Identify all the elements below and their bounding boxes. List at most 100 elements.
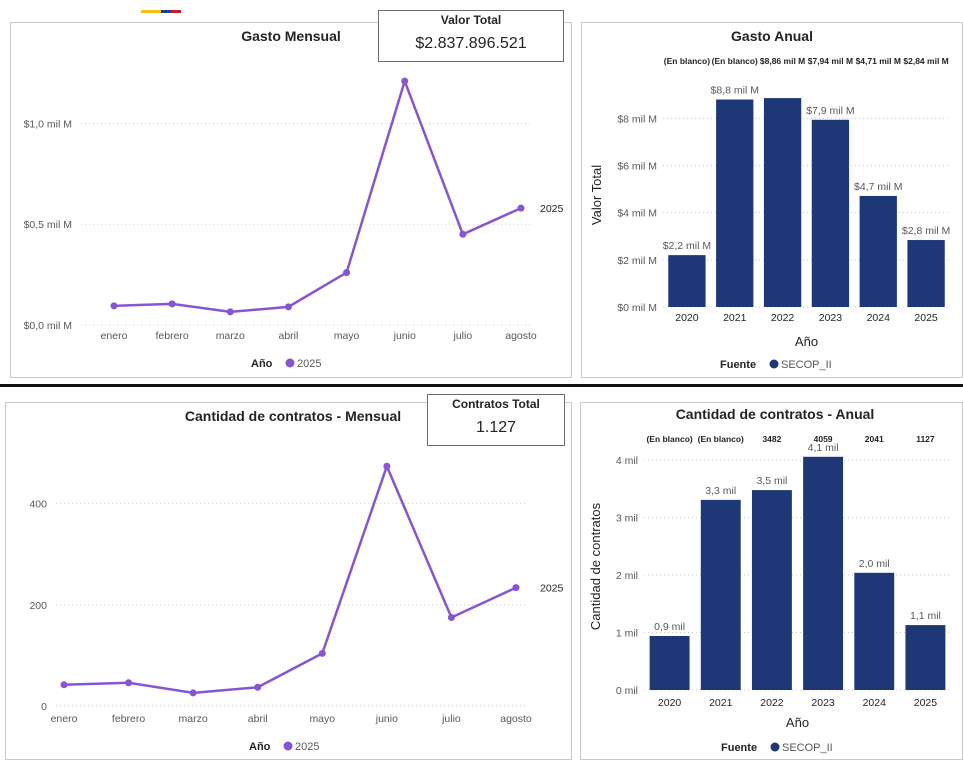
x-tick-label: 2022	[760, 697, 784, 709]
y-tick-label: $0,5 mil M	[24, 219, 72, 231]
top-label: $2,84 mil M	[903, 56, 948, 66]
x-tick-label: 2021	[709, 697, 733, 709]
x-tick-label: 2020	[658, 697, 682, 709]
bar	[649, 636, 690, 690]
data-point	[110, 302, 118, 310]
data-label: $2,8 mil M	[902, 225, 950, 237]
x-tick-label: julio	[453, 330, 473, 342]
bar	[854, 572, 895, 690]
chart-title: Cantidad de contratos - Anual	[676, 406, 875, 422]
data-point	[60, 681, 68, 689]
chart-title: Gasto Anual	[731, 28, 813, 44]
contratos-total-title: Contratos Total	[452, 397, 540, 411]
bar	[751, 490, 792, 690]
series-end-label: 2025	[540, 203, 564, 215]
y-tick-label: 200	[29, 600, 47, 612]
data-label: $7,9 mil M	[806, 105, 854, 117]
valor-total-value: $2.837.896.521	[415, 35, 527, 52]
x-tick-label: 2025	[914, 312, 938, 324]
top-label: 2041	[865, 434, 884, 444]
y-tick-label: $0,0 mil M	[24, 320, 72, 332]
top-label: $7,94 mil M	[808, 56, 853, 66]
legend-title: Fuente	[721, 742, 757, 754]
data-point	[512, 584, 520, 592]
data-point	[383, 462, 391, 470]
y-tick-label: 3 mil	[616, 513, 638, 525]
gasto-anual-chart: Gasto Anual $0 mil M $2 mil M $4 mil M $6 mi…	[589, 28, 950, 371]
data-label: 3,3 mil	[705, 485, 736, 497]
y-axis-title: Cantidad de contratos	[588, 502, 603, 630]
y-tick-label: $0 mil M	[617, 302, 657, 314]
top-label: $4,71 mil M	[856, 56, 901, 66]
y-tick-label: $2 mil M	[617, 255, 657, 267]
bar	[905, 625, 946, 690]
gasto-mensual-panel: Gasto Mensual $0,0 mil M $0,5 mil M $1,0 mi…	[10, 22, 572, 378]
x-tick-label: marzo	[179, 713, 208, 725]
x-tick-label: julio	[441, 713, 461, 725]
data-label: 1,1 mil	[910, 610, 941, 622]
gasto-mensual-chart: Gasto Mensual $0,0 mil M $0,5 mil M $1,0 mi…	[24, 28, 564, 370]
data-point	[459, 230, 467, 238]
data-label: 2,0 mil	[859, 558, 890, 570]
valor-total-title: Valor Total	[440, 13, 502, 27]
data-label: $8,8 mil M	[711, 85, 759, 97]
x-tick-label: agosto	[500, 713, 532, 725]
contratos-mensual-chart: Cantidad de contratos - Mensual 0 200 400 en…	[29, 408, 564, 753]
legend-marker	[769, 359, 779, 369]
series-line	[113, 77, 522, 314]
x-tick-label: junio	[393, 330, 416, 342]
x-tick-label: agosto	[505, 330, 537, 342]
legend-marker	[285, 358, 295, 368]
flag-stripe-blue	[161, 10, 171, 13]
x-axis-title: Año	[786, 715, 809, 730]
contratos-anual-chart: Cantidad de contratos - Anual 0 mil 1 mil 2…	[588, 406, 951, 754]
contratos-mensual-panel: Cantidad de contratos - Mensual 0 200 400 en…	[5, 402, 572, 760]
y-tick-label: 1 mil	[616, 628, 638, 640]
x-tick-label: marzo	[216, 330, 245, 342]
legend-title: Año	[251, 358, 273, 370]
x-tick-label: mayo	[334, 330, 360, 342]
y-tick-label: 0 mil	[616, 685, 638, 697]
bar	[803, 456, 844, 690]
chart-title: Gasto Mensual	[241, 28, 341, 44]
top-label: 4059	[814, 434, 833, 444]
x-tick-label: junio	[375, 713, 398, 725]
x-tick-label: 2021	[723, 312, 747, 324]
legend-title: Año	[249, 741, 271, 753]
y-tick-label: $6 mil M	[617, 161, 657, 173]
section-divider	[0, 384, 963, 387]
x-tick-label: enero	[51, 713, 78, 725]
bar	[668, 255, 706, 307]
data-point	[284, 303, 292, 311]
data-point	[343, 269, 351, 277]
legend-title: Fuente	[720, 359, 756, 371]
x-tick-label: enero	[101, 330, 128, 342]
valor-total-card: Valor Total $2.837.896.521	[378, 10, 564, 62]
y-tick-label: $8 mil M	[617, 113, 657, 125]
contratos-anual-panel: Cantidad de contratos - Anual 0 mil 1 mil 2…	[580, 402, 963, 760]
data-point	[447, 613, 455, 621]
contratos-total-card: Contratos Total 1.127	[427, 394, 565, 446]
x-axis-title: Año	[795, 334, 818, 349]
flag-stripe-yellow	[141, 10, 161, 13]
series-end-label: 2025	[540, 583, 564, 595]
bar	[716, 99, 754, 307]
bar	[700, 499, 741, 690]
data-point	[125, 679, 133, 687]
bar	[859, 195, 897, 307]
data-point	[254, 683, 262, 691]
x-tick-label: febrero	[156, 330, 189, 342]
data-point	[226, 308, 234, 316]
top-label: (En blanco)	[646, 434, 692, 444]
series-line	[63, 462, 517, 695]
x-tick-label: febrero	[112, 713, 145, 725]
data-point	[401, 77, 409, 85]
data-label: $2,2 mil M	[663, 240, 711, 252]
top-label: $8,86 mil M	[760, 56, 805, 66]
contratos-total-value: 1.127	[475, 419, 517, 436]
top-label: (En blanco)	[664, 56, 710, 66]
data-label: 3,5 mil	[756, 475, 787, 487]
legend-marker	[283, 741, 293, 751]
y-tick-label: 4 mil	[616, 455, 638, 467]
y-tick-label: $4 mil M	[617, 208, 657, 220]
